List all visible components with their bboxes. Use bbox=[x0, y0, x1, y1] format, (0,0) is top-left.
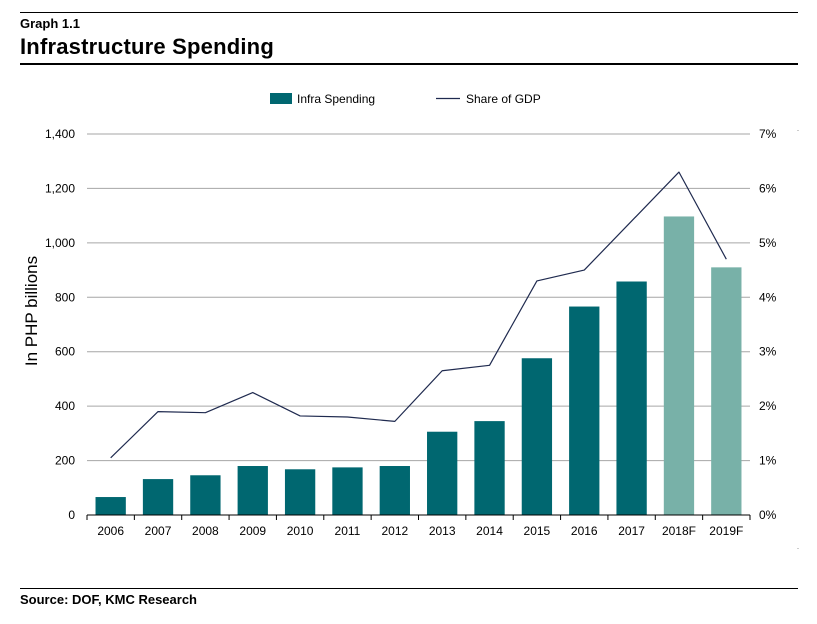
bar-2013 bbox=[427, 431, 458, 515]
source-note: Source: DOF, KMC Research bbox=[20, 592, 197, 607]
y-tick-label: 600 bbox=[55, 345, 75, 359]
title-rule bbox=[20, 63, 798, 65]
y2-tick-label: 6% bbox=[759, 181, 777, 195]
y2-tick-label: 7% bbox=[759, 127, 777, 141]
x-tick-label: 2015 bbox=[524, 524, 551, 538]
bar-2007 bbox=[142, 479, 174, 515]
x-tick-label: 2018F bbox=[662, 524, 696, 538]
x-tick-label: 2016 bbox=[571, 524, 598, 538]
y2-tick-label: 4% bbox=[759, 290, 777, 304]
tick-labels: 0 200 400 600 800 1,000 1,200 1,400 0% 1% 2% 3% 4% 5%… bbox=[45, 127, 777, 538]
bar-2006 bbox=[95, 497, 126, 515]
x-tick-label: 2017 bbox=[618, 524, 645, 538]
x-tick-label: 2007 bbox=[145, 524, 172, 538]
bar-2012 bbox=[379, 466, 410, 515]
x-tick-label: 2012 bbox=[381, 524, 408, 538]
bar-2011 bbox=[332, 467, 363, 516]
gridlines bbox=[87, 133, 750, 462]
axes bbox=[86, 514, 751, 520]
share-line bbox=[110, 171, 727, 459]
x-tick-label: 2014 bbox=[476, 524, 503, 538]
bar-2018F bbox=[663, 216, 695, 515]
x-tick-label: 2011 bbox=[335, 524, 361, 538]
bar-2016 bbox=[569, 306, 600, 515]
bar-2008 bbox=[190, 475, 221, 515]
bars bbox=[95, 216, 742, 516]
y2-tick-label: 3% bbox=[759, 345, 777, 359]
bar-2010 bbox=[284, 469, 316, 515]
bottom-rule bbox=[20, 588, 798, 589]
legend-swatch-infra bbox=[270, 93, 292, 104]
y-tick-label: 400 bbox=[55, 399, 75, 413]
x-tick-label: 2008 bbox=[192, 524, 219, 538]
y2-tick-label: 0% bbox=[759, 508, 777, 522]
share-of-gdp-line bbox=[110, 171, 727, 459]
y2-tick-label: 1% bbox=[759, 454, 777, 468]
chart-title: Infrastructure Spending bbox=[20, 34, 274, 59]
legend-label-infra: Infra Spending bbox=[297, 92, 375, 106]
x-tick-label: 2006 bbox=[97, 524, 124, 538]
legend: Infra Spending Share of GDP bbox=[270, 92, 541, 106]
y2-tick-label: 5% bbox=[759, 236, 777, 250]
x-tick-label: 2010 bbox=[287, 524, 314, 538]
y-axis-label: In PHP billions bbox=[22, 256, 41, 366]
x-tick-label: 2013 bbox=[429, 524, 456, 538]
y-tick-label: 1,200 bbox=[45, 181, 75, 195]
bar-2017 bbox=[616, 281, 647, 515]
bar-2009 bbox=[237, 466, 268, 515]
bar-2014 bbox=[474, 421, 505, 515]
x-tick-label: 2019F bbox=[709, 524, 743, 538]
top-rule bbox=[20, 12, 798, 13]
bar-2019F bbox=[711, 267, 742, 515]
x-tick-label: 2009 bbox=[239, 524, 266, 538]
y-tick-label: 1,000 bbox=[45, 236, 75, 250]
y-tick-label: 800 bbox=[55, 290, 75, 304]
legend-label-share: Share of GDP bbox=[466, 92, 541, 106]
bar-2015 bbox=[521, 358, 553, 515]
y2-tick-label: 2% bbox=[759, 399, 777, 413]
graph-number: Graph 1.1 bbox=[20, 16, 80, 31]
y-tick-label: 0 bbox=[68, 508, 75, 522]
y-tick-label: 200 bbox=[55, 454, 75, 468]
y-tick-label: 1,400 bbox=[45, 127, 75, 141]
